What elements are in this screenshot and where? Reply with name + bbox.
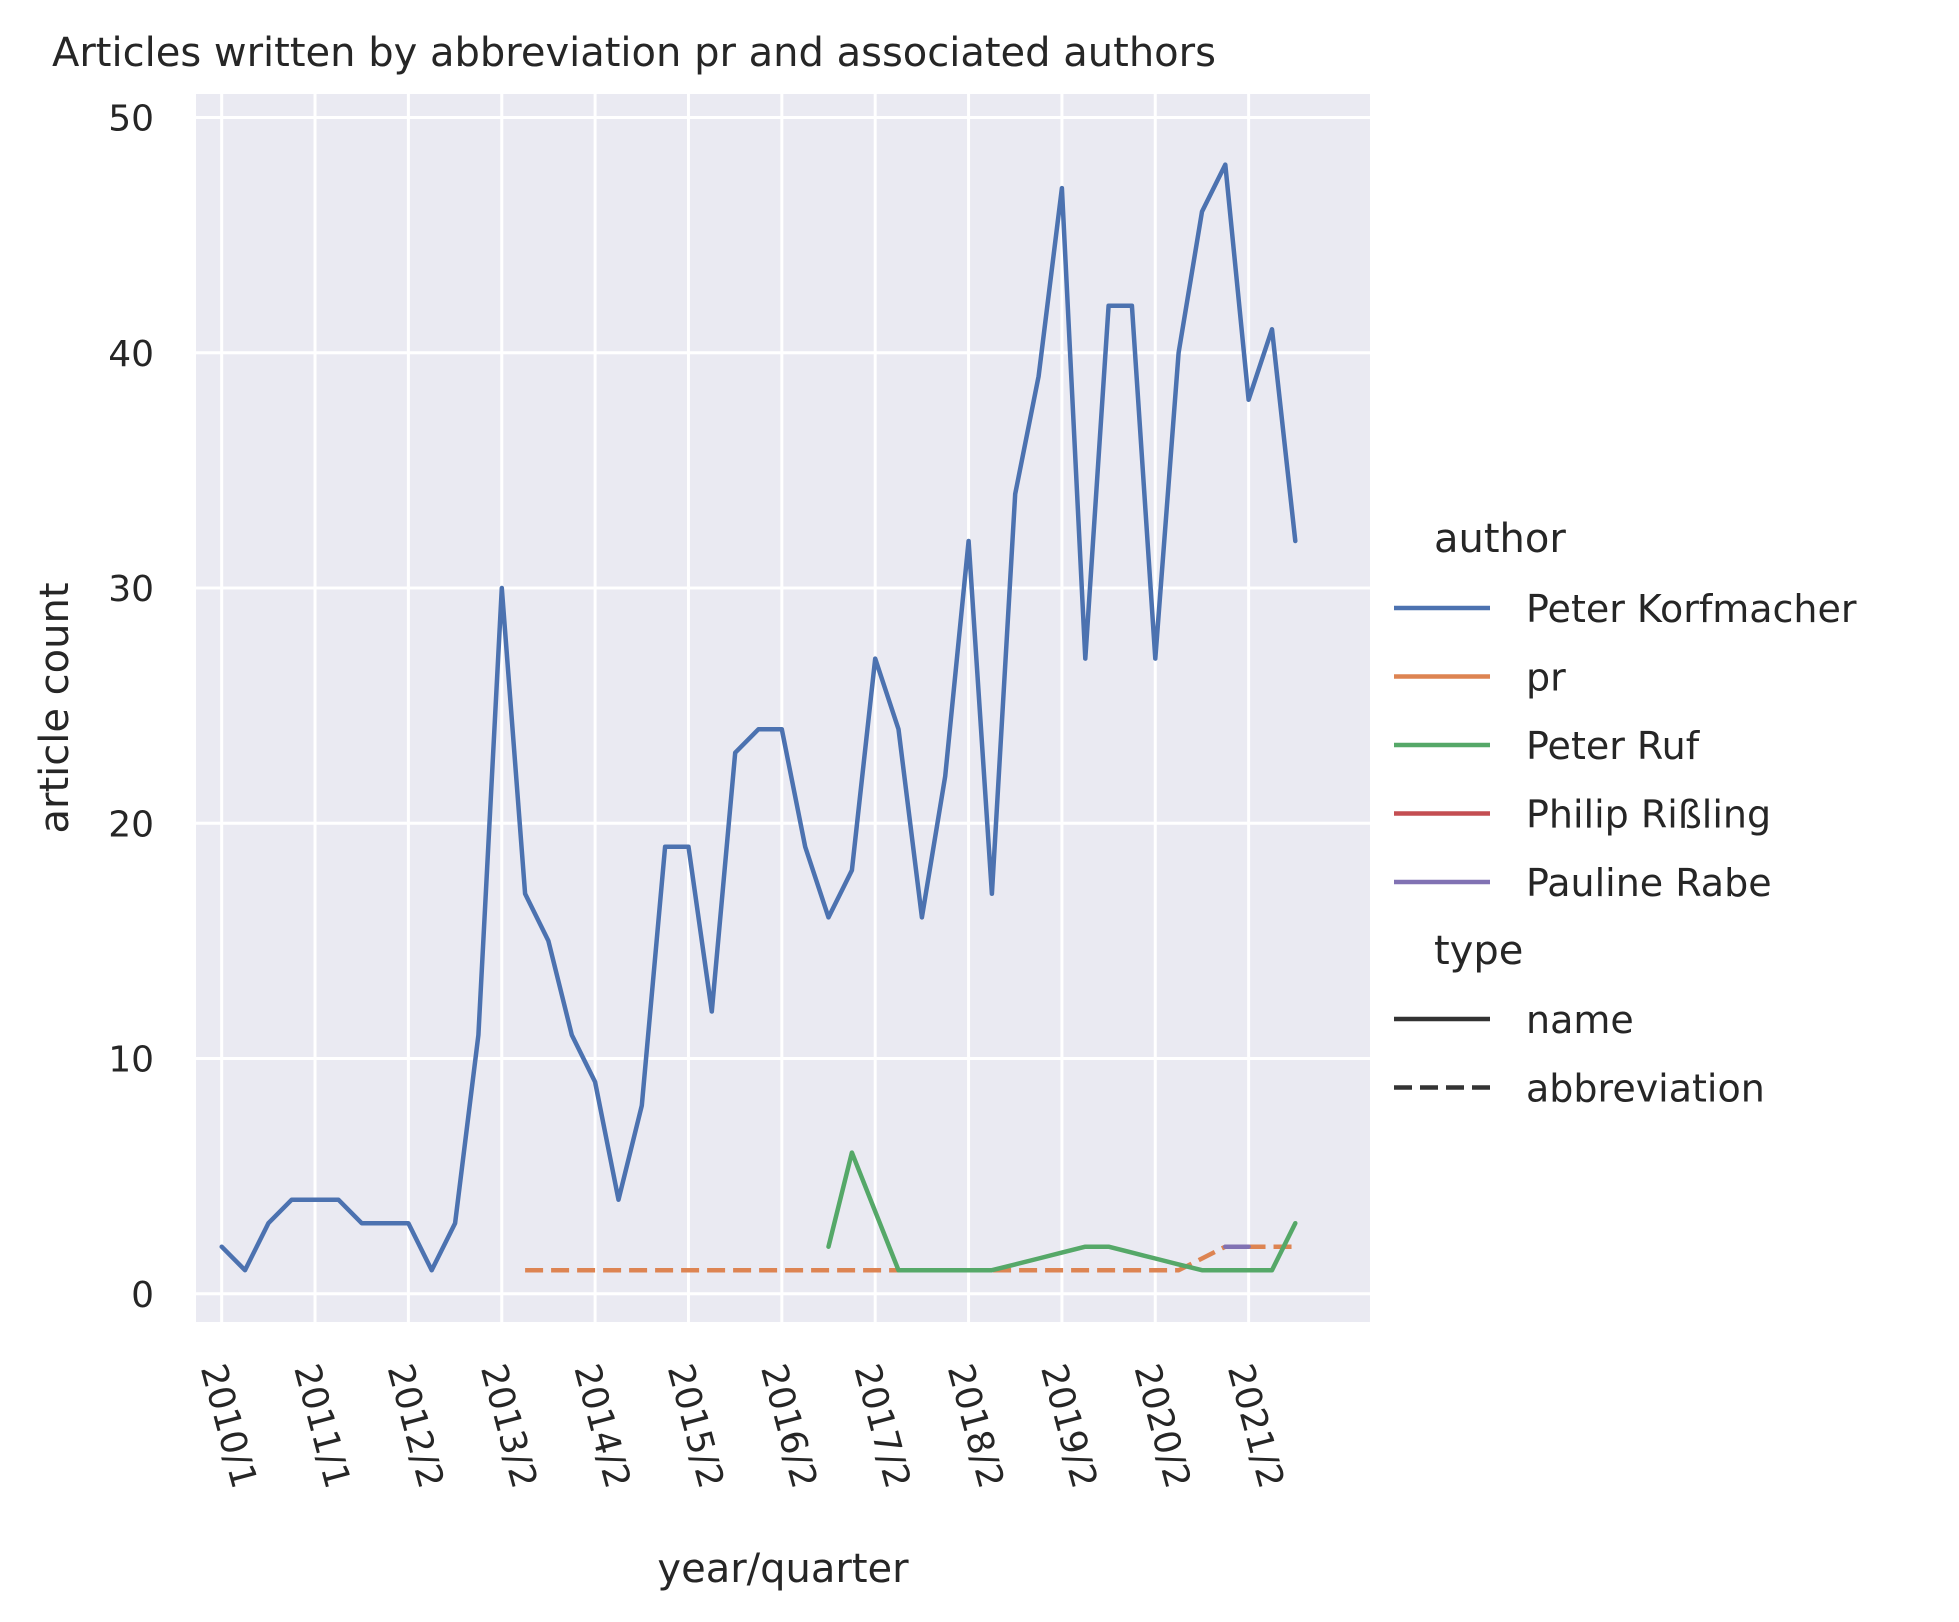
x-tick-label: 2011/1 bbox=[285, 1360, 357, 1493]
grid bbox=[196, 94, 1370, 1322]
chart-title: Articles written by abbreviation pr and … bbox=[52, 30, 1216, 76]
legend-title-type: type bbox=[1434, 928, 1523, 974]
y-axis-label: article count bbox=[32, 582, 78, 833]
x-tick-label: 2021/2 bbox=[1219, 1360, 1291, 1493]
x-tick-label: 2013/2 bbox=[472, 1360, 544, 1493]
legend-label: pr bbox=[1526, 656, 1566, 700]
legend-label: Philip Rißling bbox=[1526, 793, 1771, 837]
x-tick-label: 2018/2 bbox=[939, 1360, 1011, 1493]
x-tick-label: 2017/2 bbox=[845, 1360, 917, 1493]
series-lines bbox=[219, 162, 1298, 1273]
x-tick-labels: 2010/1 2011/1 2012/2 2013/2 2014/2 2015/2 2016… bbox=[192, 1360, 1291, 1493]
x-tick-label: 2020/2 bbox=[1126, 1360, 1198, 1493]
x-tick-label: 2015/2 bbox=[659, 1360, 731, 1493]
legend: author Peter Korfmacher pr Peter Ruf Philip … bbox=[1394, 516, 1857, 1111]
y-tick-label: 20 bbox=[108, 804, 154, 845]
x-tick-label: 2012/2 bbox=[379, 1360, 451, 1493]
series-line-peter-ruf bbox=[826, 1150, 1298, 1273]
series-line-peter-korfmacher bbox=[219, 162, 1298, 1273]
x-tick-label: 2016/2 bbox=[752, 1360, 824, 1493]
y-tick-label: 50 bbox=[108, 99, 154, 140]
x-tick-label: 2014/2 bbox=[565, 1360, 637, 1493]
legend-label: name bbox=[1526, 998, 1634, 1042]
x-axis-label: year/quarter bbox=[657, 1546, 909, 1592]
y-tick-label: 0 bbox=[131, 1275, 154, 1316]
y-tick-label: 30 bbox=[108, 569, 154, 610]
series-line-pr bbox=[525, 1244, 1296, 1273]
legend-title-author: author bbox=[1434, 516, 1566, 562]
legend-label: Peter Ruf bbox=[1526, 724, 1701, 768]
y-tick-label: 10 bbox=[108, 1040, 154, 1081]
legend-label: abbreviation bbox=[1526, 1067, 1765, 1111]
legend-label: Peter Korfmacher bbox=[1526, 587, 1857, 631]
x-tick-label: 2010/1 bbox=[192, 1360, 264, 1493]
legend-label: Pauline Rabe bbox=[1526, 861, 1772, 905]
x-tick-label: 2019/2 bbox=[1032, 1360, 1104, 1493]
y-tick-labels: 0 10 20 30 40 50 bbox=[108, 99, 154, 1316]
y-tick-label: 40 bbox=[108, 334, 154, 375]
